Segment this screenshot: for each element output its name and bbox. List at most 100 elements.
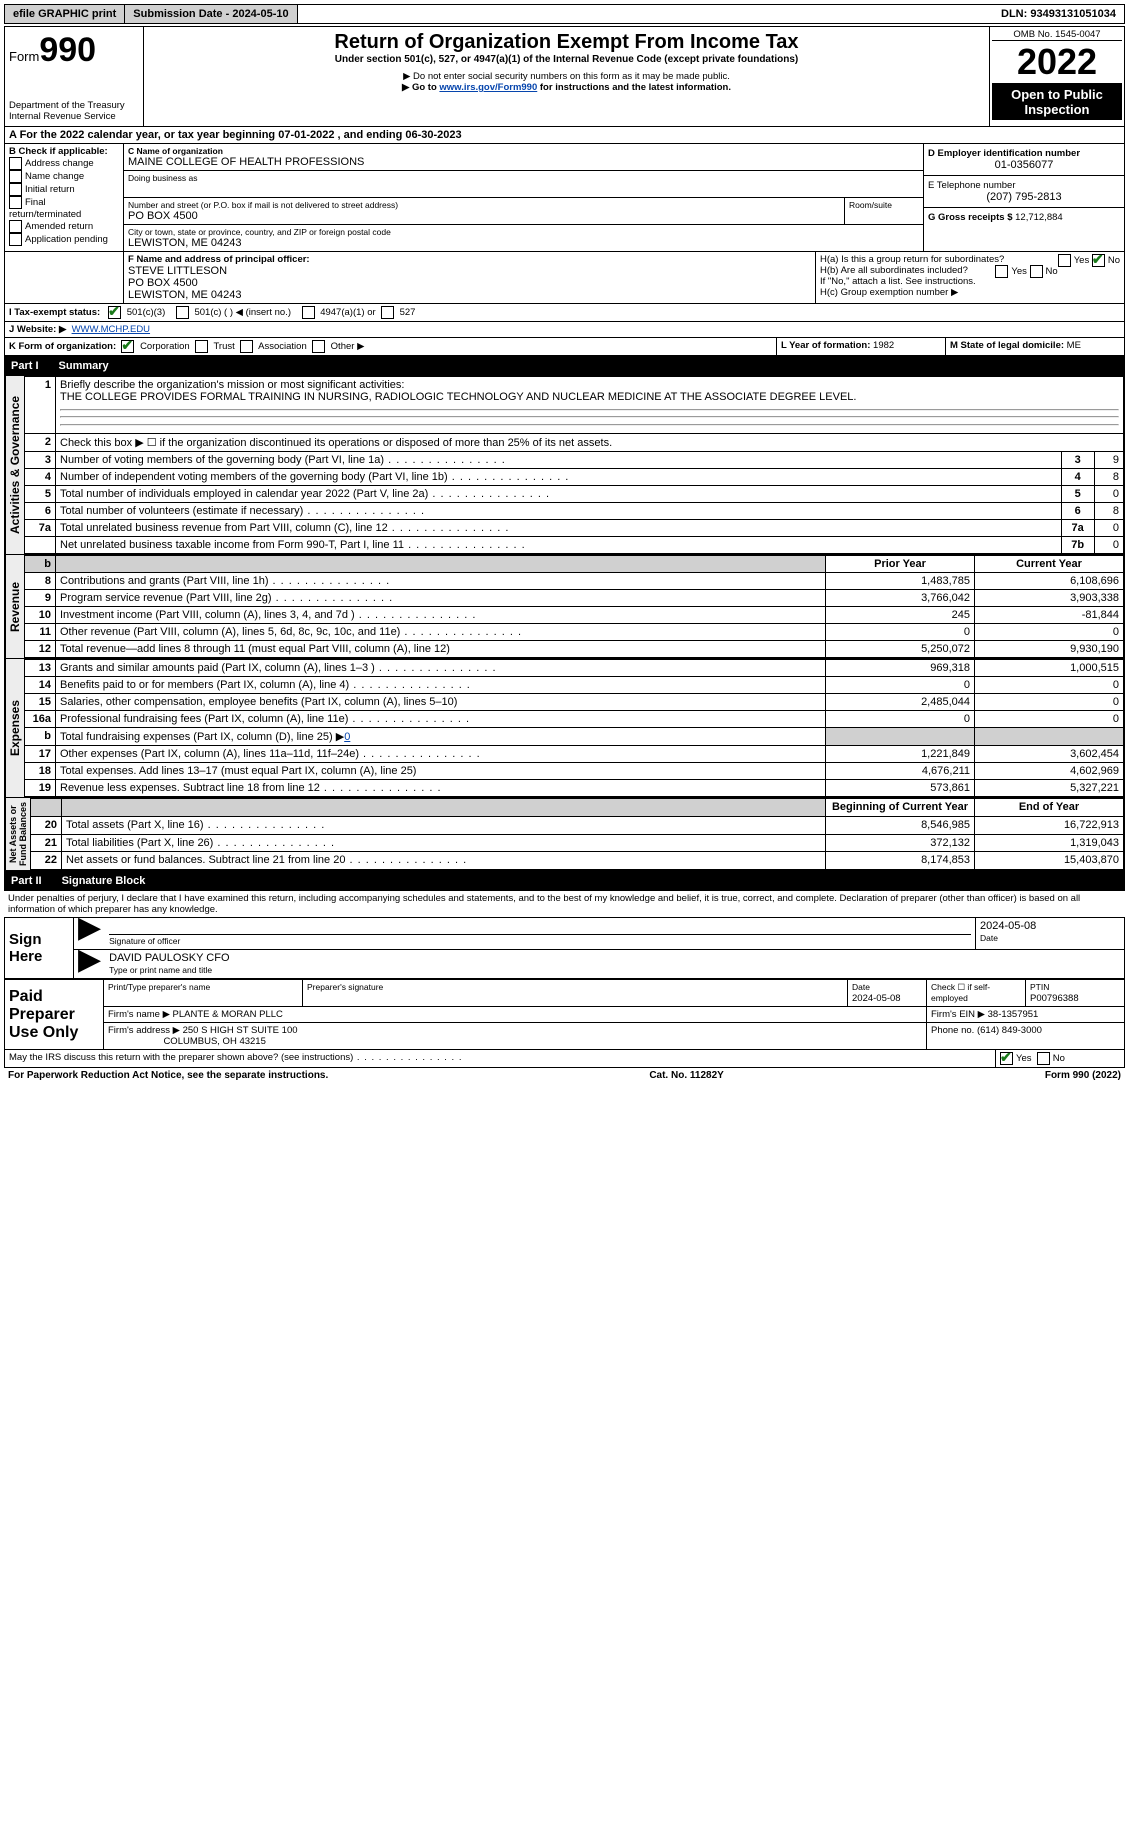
p16a: 0 [826, 711, 975, 728]
side-netassets: Net Assets orFund Balances [5, 798, 30, 870]
b-opt-4[interactable]: Amended return [9, 220, 119, 233]
part2-header: Part II Signature Block [4, 871, 1125, 891]
hdr-end: End of Year [975, 799, 1124, 817]
note2-post: for instructions and the latest informat… [537, 82, 731, 93]
form-header: Form990 Department of the Treasury Inter… [4, 26, 1125, 127]
summary-netassets: Beginning of Current YearEnd of Year 20T… [30, 798, 1124, 870]
chk-4947[interactable] [302, 306, 315, 319]
chk-other[interactable] [312, 340, 325, 353]
part1-title: Summary [59, 360, 109, 372]
arrow-icon: ▶ [78, 943, 101, 976]
c13: 1,000,515 [975, 660, 1124, 677]
self-emp-check[interactable]: Check ☐ if self-employed [927, 980, 1026, 1007]
form-subtitle: Under section 501(c), 527, or 4947(a)(1)… [148, 54, 985, 65]
v7b: 0 [1094, 537, 1123, 554]
l2: Check this box ▶ ☐ if the organization d… [56, 434, 1124, 452]
a-end: 06-30-2023 [405, 129, 461, 141]
b22: 8,174,853 [826, 852, 975, 870]
ein-label: Firm's EIN ▶ [931, 1009, 985, 1020]
p11: 0 [826, 624, 975, 641]
discuss-no[interactable] [1037, 1052, 1050, 1065]
b-opt-1[interactable]: Name change [9, 170, 119, 183]
footer-right: Form 990 (2022) [1045, 1070, 1121, 1081]
l15: Salaries, other compensation, employee b… [56, 694, 826, 711]
c10: -81,844 [975, 607, 1124, 624]
city-value: LEWISTON, ME 04243 [128, 237, 919, 249]
h-c: H(c) Group exemption number ▶ [820, 287, 1120, 298]
p9: 3,766,042 [826, 590, 975, 607]
summary-expenses: 13Grants and similar amounts paid (Part … [24, 659, 1124, 797]
j-label: J Website: ▶ [9, 324, 66, 335]
l10: Investment income (Part VIII, column (A)… [56, 607, 826, 624]
chk-trust[interactable] [195, 340, 208, 353]
chk-527[interactable] [381, 306, 394, 319]
officer-name: STEVE LITTLESON [128, 265, 811, 277]
ptin-label: PTIN [1030, 982, 1049, 992]
b-opt-2[interactable]: Initial return [9, 183, 119, 196]
side-expenses: Expenses [5, 659, 24, 797]
p13: 969,318 [826, 660, 975, 677]
c18: 4,602,969 [975, 763, 1124, 780]
top-bar: efile GRAPHIC print Submission Date - 20… [4, 4, 1125, 24]
discuss-yes[interactable] [1000, 1052, 1013, 1065]
gross-receipts: 12,712,884 [1015, 212, 1063, 223]
b-opt-0[interactable]: Address change [9, 157, 119, 170]
form-number: Form990 [9, 31, 139, 70]
chk-assoc[interactable] [240, 340, 253, 353]
b-opt-5[interactable]: Application pending [9, 233, 119, 246]
section-bcde: B Check if applicable: Address change Na… [4, 144, 1125, 252]
discuss-text: May the IRS discuss this return with the… [5, 1050, 996, 1067]
irs-link[interactable]: www.irs.gov/Form990 [439, 82, 537, 93]
v3: 9 [1094, 452, 1123, 469]
pname-label: Print/Type preparer's name [108, 982, 210, 992]
form-num: 990 [39, 31, 96, 69]
l17: Other expenses (Part IX, column (A), lin… [56, 746, 826, 763]
c8: 6,108,696 [975, 573, 1124, 590]
psig-label: Preparer's signature [307, 982, 383, 992]
g-label: G Gross receipts $ [928, 212, 1015, 223]
c11: 0 [975, 624, 1124, 641]
e22: 15,403,870 [975, 852, 1124, 870]
submission-date: Submission Date - 2024-05-10 [125, 5, 297, 23]
form-title: Return of Organization Exempt From Incom… [148, 31, 985, 54]
note-ssn: ▶ Do not enter social security numbers o… [148, 71, 985, 82]
l3: Number of voting members of the governin… [56, 452, 1062, 469]
footer-left: For Paperwork Reduction Act Notice, see … [8, 1070, 328, 1081]
h-bnote: If "No," attach a list. See instructions… [820, 276, 1120, 287]
l-label: L Year of formation: [781, 340, 873, 351]
faddr-label: Firm's address ▶ [108, 1025, 180, 1036]
b-opt-3[interactable]: Final return/terminated [9, 196, 119, 220]
paid-preparer-block: Paid Preparer Use Only Print/Type prepar… [4, 979, 1125, 1050]
tax-year: 2022 [992, 40, 1122, 84]
c17: 3,602,454 [975, 746, 1124, 763]
city-label: City or town, state or province, country… [128, 227, 919, 237]
paid-preparer-label: Paid Preparer Use Only [5, 980, 104, 1050]
c15: 0 [975, 694, 1124, 711]
dln-label: DLN: [1001, 8, 1030, 20]
summary-revenue: bPrior YearCurrent Year 8Contributions a… [24, 555, 1124, 658]
section-a: A For the 2022 calendar year, or tax yea… [4, 127, 1125, 144]
website-link[interactable]: WWW.MCHP.EDU [72, 324, 150, 335]
ptin: P00796388 [1030, 993, 1079, 1004]
c-name-label: C Name of organization [128, 146, 919, 156]
c19: 5,327,221 [975, 780, 1124, 797]
section-j: J Website: ▶ WWW.MCHP.EDU [4, 322, 1125, 338]
mission-text: THE COLLEGE PROVIDES FORMAL TRAINING IN … [60, 391, 856, 403]
b-label: B Check if applicable: [9, 146, 119, 157]
l18: Total expenses. Add lines 13–17 (must eq… [56, 763, 826, 780]
l21: Total liabilities (Part X, line 26) [62, 834, 826, 852]
p18: 4,676,211 [826, 763, 975, 780]
a-pre: A For the 2022 calendar year, or tax yea… [9, 129, 278, 141]
dba-label: Doing business as [128, 173, 919, 183]
efile-print-button[interactable]: efile GRAPHIC print [5, 5, 125, 23]
m-label: M State of legal domicile: [950, 340, 1067, 351]
b21: 372,132 [826, 834, 975, 852]
chk-501c[interactable] [176, 306, 189, 319]
l20: Total assets (Part X, line 16) [62, 816, 826, 834]
v6: 8 [1094, 503, 1123, 520]
chk-corp[interactable] [121, 340, 134, 353]
p12: 5,250,072 [826, 641, 975, 658]
officer-addr1: PO BOX 4500 [128, 277, 811, 289]
chk-501c3[interactable] [108, 306, 121, 319]
state-domicile: ME [1067, 340, 1081, 351]
